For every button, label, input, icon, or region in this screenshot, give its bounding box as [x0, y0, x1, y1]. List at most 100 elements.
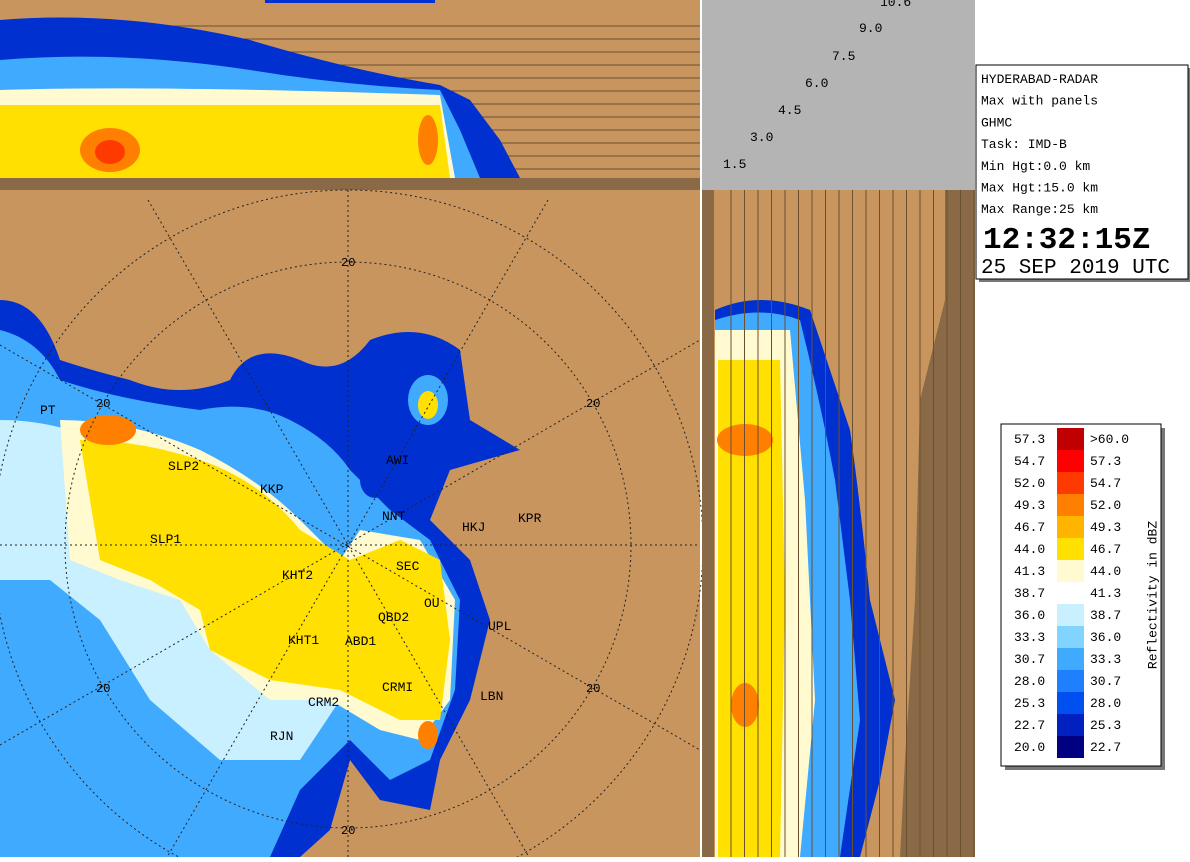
- info-line: HYDERABAD-RADAR: [981, 72, 1098, 87]
- legend-low: 41.3: [1014, 564, 1045, 579]
- time: 12:32:15Z: [983, 223, 1150, 258]
- legend-swatch: [1057, 538, 1084, 560]
- info-line: GHMC: [981, 115, 1012, 130]
- legend-swatch: [1057, 428, 1084, 450]
- legend-high: >60.0: [1090, 432, 1129, 447]
- legend-high: 25.3: [1090, 718, 1121, 733]
- station: CRM2: [308, 695, 339, 710]
- legend-swatch: [1057, 516, 1084, 538]
- height-label: 4.5: [778, 103, 801, 118]
- info-lines: HYDERABAD-RADAR Max with panels GHMC Task: …: [981, 72, 1098, 217]
- legend-low: 52.0: [1014, 476, 1045, 491]
- legend-high: 57.3: [1090, 454, 1121, 469]
- legend-low: 30.7: [1014, 652, 1045, 667]
- ring-label: 20: [586, 682, 600, 696]
- legend-high: 52.0: [1090, 498, 1121, 513]
- height-label: 1.5: [723, 157, 746, 172]
- legend-high: 46.7: [1090, 542, 1121, 557]
- station: KHT1: [288, 633, 319, 648]
- height-label: 9.0: [859, 21, 882, 36]
- legend-low: 25.3: [1014, 696, 1045, 711]
- legend-low: 28.0: [1014, 674, 1045, 689]
- legend-low: 44.0: [1014, 542, 1045, 557]
- ring-label: 20: [96, 682, 110, 696]
- legend-high: 33.3: [1090, 652, 1121, 667]
- legend-high: 41.3: [1090, 586, 1121, 601]
- legend-swatch: [1057, 450, 1084, 472]
- station: SEC: [396, 559, 420, 574]
- legend-low: 54.7: [1014, 454, 1045, 469]
- info-line: Task: IMD-B: [981, 137, 1067, 152]
- legend: 57.3 >60.0 54.7 57.3 52.0 54.7 49.3 52.0 46.7 49.…: [1014, 428, 1129, 758]
- height-label: 7.5: [832, 49, 855, 64]
- station: HKJ: [462, 520, 485, 535]
- legend-swatch: [1057, 494, 1084, 516]
- top-echo: [0, 0, 520, 178]
- date: 25 SEP 2019 UTC: [981, 257, 1170, 280]
- side-echo: [718, 360, 785, 857]
- legend-high: 28.0: [1090, 696, 1121, 711]
- station: NNT: [382, 509, 406, 524]
- legend-low: 46.7: [1014, 520, 1045, 535]
- station: PT: [40, 403, 56, 418]
- station: KHT2: [282, 568, 313, 583]
- legend-swatch: [1057, 670, 1084, 692]
- station: QBD2: [378, 610, 409, 625]
- height-label: 3.0: [750, 130, 773, 145]
- legend-swatch: [1057, 626, 1084, 648]
- station-labels: PT SLP2 KKP SLP1 KHT2 SEC OU QBD2 KHT1 A…: [40, 403, 542, 744]
- legend-swatch: [1057, 582, 1084, 604]
- legend-high: 22.7: [1090, 740, 1121, 755]
- ring-label: 20: [341, 824, 355, 838]
- ring-label: 20: [96, 397, 110, 411]
- info-line: Min Hgt:0.0 km: [981, 159, 1090, 174]
- station: KPR: [518, 511, 542, 526]
- side-grid: [730, 190, 975, 857]
- legend-low: 49.3: [1014, 498, 1045, 513]
- ring-label: 20: [341, 256, 355, 270]
- station: SLP1: [150, 532, 181, 547]
- legend-low: 22.7: [1014, 718, 1045, 733]
- legend-title: Reflectivity in dBZ: [1145, 521, 1160, 669]
- legend-high: 54.7: [1090, 476, 1121, 491]
- station: UPL: [488, 619, 511, 634]
- side-shadow: [900, 190, 975, 857]
- station: LBN: [480, 689, 503, 704]
- height-label: 6.0: [805, 76, 828, 91]
- info-line: Max Hgt:15.0 km: [981, 181, 1098, 196]
- legend-high: 44.0: [1090, 564, 1121, 579]
- legend-swatch: [1057, 472, 1084, 494]
- legend-swatch: [1057, 560, 1084, 582]
- panel-divider: [0, 178, 700, 190]
- ppi-echo: [0, 300, 520, 857]
- legend-low: 38.7: [1014, 586, 1045, 601]
- legend-low: 57.3: [1014, 432, 1045, 447]
- ring-label: 20: [586, 397, 600, 411]
- legend-swatch: [1057, 648, 1084, 670]
- legend-high: 49.3: [1090, 520, 1121, 535]
- height-panel: [702, 0, 975, 190]
- legend-swatch: [1057, 736, 1084, 758]
- station: KKP: [260, 482, 284, 497]
- station: SLP2: [168, 459, 199, 474]
- station: OU: [424, 596, 440, 611]
- station: ABD1: [345, 634, 376, 649]
- station: CRMI: [382, 680, 413, 695]
- legend-high: 38.7: [1090, 608, 1121, 623]
- legend-swatch: [1057, 692, 1084, 714]
- legend-swatch: [1057, 714, 1084, 736]
- info-line: Max with panels: [981, 94, 1098, 109]
- legend-high: 30.7: [1090, 674, 1121, 689]
- station: RJN: [270, 729, 293, 744]
- legend-low: 36.0: [1014, 608, 1045, 623]
- legend-high: 36.0: [1090, 630, 1121, 645]
- side-divider: [702, 190, 714, 857]
- info-box: [975, 64, 1189, 280]
- legend-swatch: [1057, 604, 1084, 626]
- height-label: 10.6: [880, 0, 911, 10]
- station: AWI: [386, 453, 409, 468]
- legend-low: 33.3: [1014, 630, 1045, 645]
- legend-low: 20.0: [1014, 740, 1045, 755]
- info-line: Max Range:25 km: [981, 202, 1098, 217]
